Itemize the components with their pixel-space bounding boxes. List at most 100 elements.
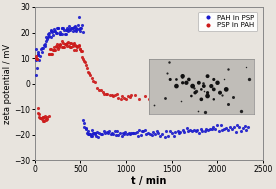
Point — [44, 39, 48, 42]
Point — [62, 42, 67, 45]
Point — [44, 118, 49, 121]
Point — [51, 49, 55, 52]
Point — [178, 131, 183, 134]
Point — [97, 131, 102, 134]
Point — [78, 47, 83, 50]
Point — [41, 119, 45, 122]
Point — [88, 132, 92, 136]
Point — [224, 109, 229, 112]
Point — [231, 125, 236, 128]
Point — [82, 125, 86, 128]
Point — [68, 29, 72, 32]
Point — [88, 73, 92, 76]
Point — [100, 91, 105, 94]
Point — [63, 29, 68, 32]
Point — [162, 105, 167, 108]
Point — [54, 44, 58, 47]
Point — [199, 109, 203, 112]
Point — [128, 96, 132, 99]
Point — [71, 25, 76, 28]
Point — [36, 53, 40, 56]
Point — [192, 106, 196, 109]
Point — [111, 133, 115, 136]
Point — [80, 24, 84, 27]
Point — [70, 27, 75, 30]
Point — [56, 47, 60, 50]
Point — [54, 27, 59, 30]
Point — [96, 135, 100, 138]
Point — [49, 36, 54, 39]
Point — [49, 29, 54, 32]
Point — [60, 33, 64, 36]
Point — [121, 132, 125, 135]
Point — [170, 109, 174, 112]
Point — [233, 130, 238, 133]
Point — [81, 58, 85, 61]
Point — [36, 52, 40, 55]
Point — [158, 103, 163, 106]
Point — [192, 128, 196, 131]
Point — [66, 45, 71, 48]
Point — [71, 43, 75, 46]
Point — [113, 129, 117, 132]
Point — [122, 96, 126, 99]
Point — [172, 135, 176, 138]
Point — [51, 34, 55, 37]
Point — [77, 28, 81, 31]
X-axis label: t / min: t / min — [131, 176, 166, 186]
Point — [73, 48, 78, 51]
Point — [99, 88, 103, 91]
Point — [185, 103, 190, 106]
Point — [65, 45, 69, 48]
Point — [73, 29, 78, 32]
Point — [120, 135, 124, 138]
Point — [83, 60, 88, 64]
Point — [66, 29, 70, 32]
Point — [84, 127, 88, 130]
Point — [118, 132, 122, 135]
Point — [86, 130, 90, 133]
Point — [34, 57, 38, 60]
Point — [172, 104, 176, 107]
Point — [179, 106, 183, 109]
Point — [124, 97, 128, 100]
Point — [211, 125, 216, 128]
Point — [182, 131, 186, 134]
Point — [135, 131, 139, 134]
Point — [197, 103, 201, 106]
Point — [131, 132, 136, 135]
Point — [67, 24, 71, 27]
Point — [237, 126, 241, 129]
Point — [51, 48, 56, 51]
Point — [76, 16, 81, 19]
Point — [115, 93, 119, 96]
Point — [76, 24, 80, 27]
Point — [158, 135, 163, 138]
Point — [85, 133, 90, 136]
Point — [86, 71, 90, 74]
Point — [58, 43, 62, 46]
Point — [42, 42, 47, 45]
Point — [221, 109, 225, 112]
Point — [219, 124, 223, 127]
Point — [81, 30, 85, 33]
Point — [99, 133, 103, 136]
Point — [91, 79, 95, 82]
Point — [70, 27, 74, 30]
Point — [139, 134, 143, 137]
Point — [173, 108, 178, 111]
Point — [43, 114, 48, 117]
Point — [57, 33, 62, 36]
Point — [53, 32, 58, 35]
Point — [233, 103, 238, 106]
Point — [89, 134, 93, 137]
Point — [156, 101, 161, 104]
Point — [63, 33, 68, 36]
Point — [153, 132, 158, 135]
Point — [188, 106, 192, 109]
Point — [38, 47, 43, 50]
Point — [67, 41, 72, 44]
Point — [36, 50, 41, 53]
Point — [202, 107, 207, 110]
Point — [70, 44, 75, 47]
